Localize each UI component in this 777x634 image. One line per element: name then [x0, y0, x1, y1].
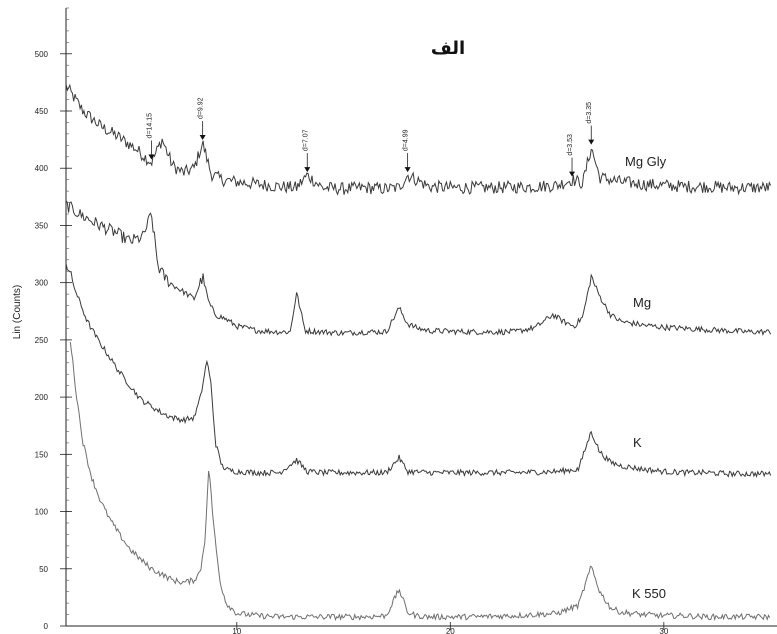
series-label: K 550 [632, 586, 666, 601]
peak-label: d=7.07 [302, 129, 309, 151]
x-tick-label: 20 [446, 627, 455, 634]
peak-label: d=3.53 [567, 134, 574, 156]
peak-marker-arrow [148, 154, 155, 160]
peak-marker-arrow [404, 167, 411, 173]
series-label: Mg Gly [625, 154, 667, 169]
series-line-3 [69, 342, 771, 622]
y-tick-label: 100 [35, 508, 49, 517]
y-tick-label: 0 [44, 622, 49, 631]
y-tick-label: 450 [35, 107, 49, 116]
y-tick-label: 350 [35, 221, 49, 230]
y-tick-label: 50 [39, 565, 48, 574]
y-axis-label: Lin (Counts) [12, 285, 23, 339]
series-label: K [633, 435, 642, 450]
series-labels: Mg Gly Mg K K 550 [625, 154, 667, 601]
peak-label: d=4.99 [403, 129, 410, 151]
peak-label: d=9.92 [198, 97, 205, 119]
peak-label: d=3.35 [586, 102, 593, 124]
y-tick-label: 250 [35, 336, 49, 345]
y-ticks: 0 50 100 150 200 250 300 350 400 450 500 [35, 50, 72, 631]
x-ticks: 10 20 30 [232, 622, 669, 634]
peak-markers: d=14.15 d=9.92 d=7.07 d=4.99 d=3.53 d=3.35 [146, 97, 595, 177]
x-tick-label: 10 [232, 627, 241, 634]
series-line-1 [65, 200, 772, 337]
peak-marker-arrow [199, 135, 206, 141]
series-group [65, 83, 772, 622]
series-line-0 [65, 83, 772, 196]
peak-marker-arrow [588, 139, 595, 145]
series-label: Mg [633, 295, 651, 310]
y-tick-label: 400 [35, 164, 49, 173]
x-tick-label: 30 [659, 627, 668, 634]
peak-marker-arrow [569, 171, 576, 177]
y-tick-label: 150 [35, 450, 49, 459]
chart-title: الف [431, 38, 465, 59]
y-tick-label: 300 [35, 279, 49, 288]
peak-marker-arrow [304, 167, 311, 173]
y-tick-label: 500 [35, 50, 49, 59]
y-tick-label: 200 [35, 393, 49, 402]
peak-label: d=14.15 [146, 113, 153, 139]
series-line-2 [65, 263, 772, 479]
